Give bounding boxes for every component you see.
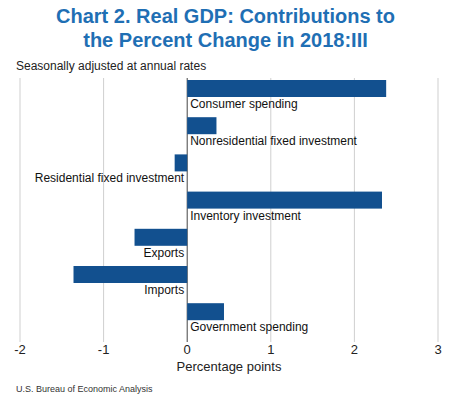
grid-line [354, 78, 355, 342]
bar [187, 192, 382, 209]
axis-label: Percentage points [177, 359, 282, 374]
category-label: Imports [144, 283, 184, 297]
category-label: Nonresidential fixed investment [190, 134, 357, 148]
bar [175, 154, 188, 171]
chart: Seasonally adjusted at annual rates -2 -1 0… [0, 0, 451, 401]
category-label: Exports [144, 246, 185, 260]
tick-label: 2 [351, 342, 358, 357]
subtitle: Seasonally adjusted at annual rates [16, 59, 206, 73]
tick-label: -2 [14, 342, 26, 357]
bar [187, 117, 216, 134]
tick-label: 1 [267, 342, 274, 357]
tick-label: -1 [98, 342, 110, 357]
bar [187, 80, 386, 97]
bar [187, 303, 224, 320]
grid-line [103, 78, 104, 342]
category-label: Government spending [190, 320, 308, 334]
title: Chart 2. Real GDP: Contributions to the … [40, 4, 411, 52]
grid-line [20, 78, 21, 342]
grid-line [438, 78, 439, 342]
tick-label: 0 [184, 342, 191, 357]
bars [74, 80, 387, 320]
category-label: Inventory investment [190, 209, 301, 223]
bar [74, 266, 188, 283]
source-note: U.S. Bureau of Economic Analysis [16, 384, 153, 394]
category-label: Consumer spending [190, 97, 297, 111]
bar [135, 229, 188, 246]
category-label: Residential fixed investment [35, 171, 185, 185]
tick-label: 3 [434, 342, 441, 357]
